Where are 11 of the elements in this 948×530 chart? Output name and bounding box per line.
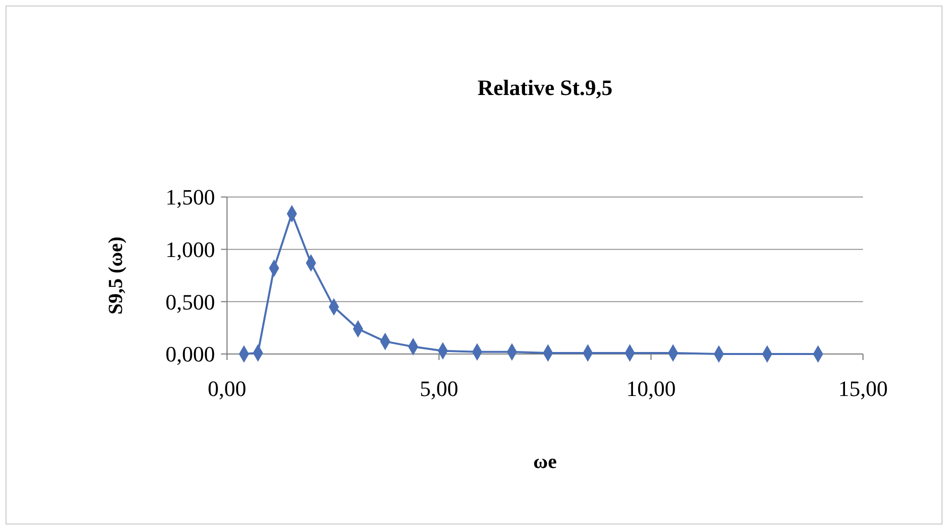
x-tick-label: 10,00 bbox=[626, 376, 676, 401]
x-tick-label: 5,00 bbox=[420, 376, 458, 401]
y-tick-label: 1,000 bbox=[166, 237, 215, 262]
x-axis-title: ωe bbox=[533, 451, 557, 473]
y-tick-label: 0,000 bbox=[166, 342, 215, 367]
x-tick-label: 15,00 bbox=[838, 376, 888, 401]
y-tick-label: 0,500 bbox=[166, 289, 215, 314]
x-tick-label: 0,00 bbox=[208, 376, 246, 401]
y-axis-title: S9,5 (ωe) bbox=[105, 236, 127, 314]
chart-title: Relative St.9,5 bbox=[477, 75, 613, 100]
y-tick-label: 1,500 bbox=[166, 184, 215, 210]
